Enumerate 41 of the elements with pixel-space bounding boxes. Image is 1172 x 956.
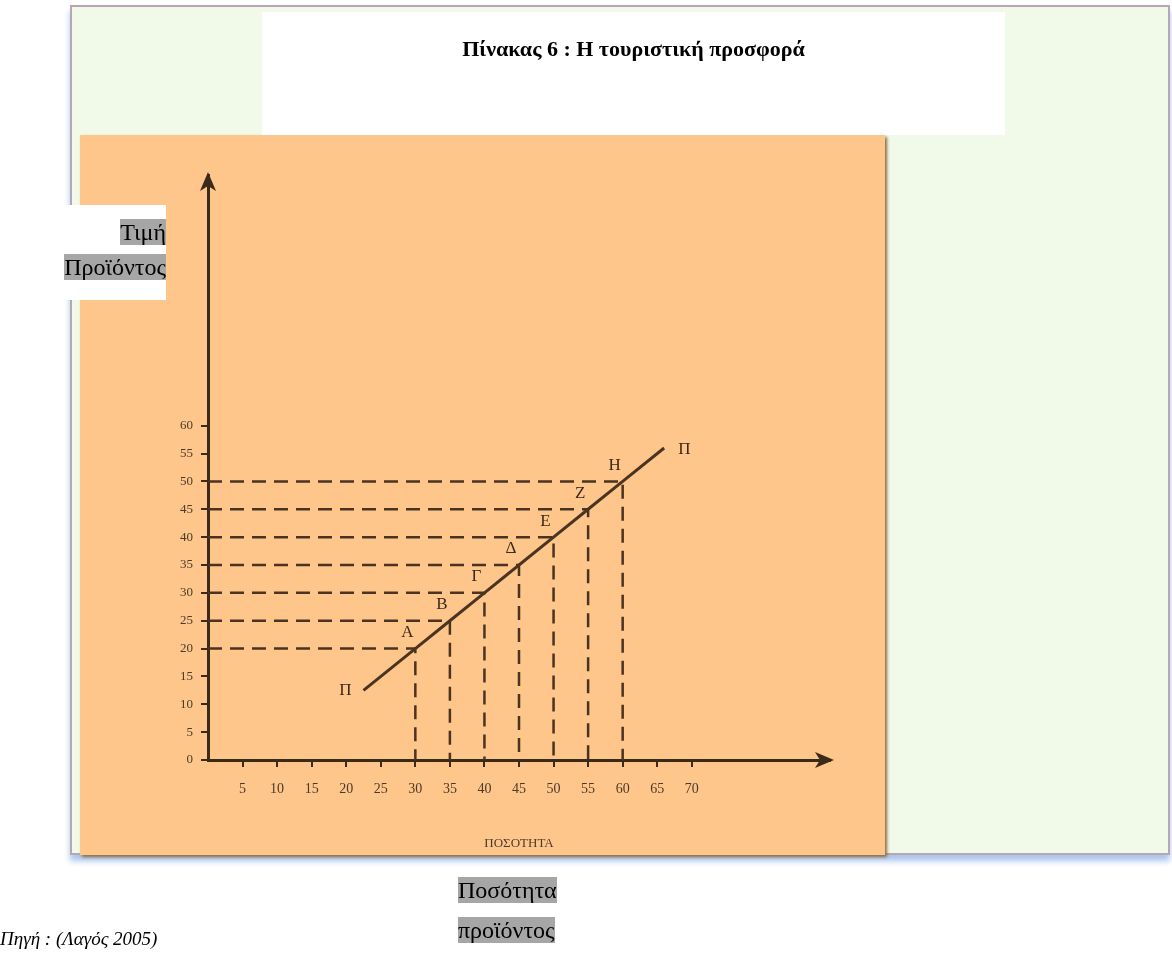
y-tick-label: 55 xyxy=(180,444,193,460)
x-tick-label: 15 xyxy=(304,781,319,797)
text: Πηγή : (Λαγός 2005) xyxy=(0,928,158,950)
x-axis-title: ΠΟΣΟΤΗΤΑ xyxy=(484,834,555,850)
chart-title: Πίνακας 6 : Η τουριστική προσφορά xyxy=(262,12,1005,135)
annotation: Γ xyxy=(471,566,482,586)
x-tick-label: 10 xyxy=(270,781,285,797)
y-tick-label: 5 xyxy=(186,723,193,739)
annotation: Β xyxy=(436,594,448,614)
y-tick-label: 60 xyxy=(180,417,193,433)
y-tick-label: 45 xyxy=(180,500,193,516)
x-tick-label: 40 xyxy=(477,781,492,797)
x-tick-label: 45 xyxy=(512,781,526,797)
x-tick-label: 50 xyxy=(546,781,561,797)
y-tick-label: 40 xyxy=(180,528,193,544)
x-tick-label: 25 xyxy=(373,781,388,797)
y-tick-label: 30 xyxy=(180,584,193,600)
x-tick-label: 35 xyxy=(442,781,457,797)
y-tick-label: 25 xyxy=(180,612,193,628)
y-tick-label: 0 xyxy=(186,751,193,767)
annotation: Ζ xyxy=(574,482,586,502)
x-tick-label: 55 xyxy=(581,781,596,797)
x-tick-label: 65 xyxy=(650,781,665,797)
y-tick-label: 10 xyxy=(180,695,193,711)
y-axis-title: Τιμή Προϊόντος xyxy=(64,219,166,280)
annotation: Δ xyxy=(505,538,517,558)
y-tick-label: 35 xyxy=(180,556,193,572)
annotation: Α xyxy=(401,622,415,642)
annotation: Ε xyxy=(540,510,551,530)
annotation: Π xyxy=(678,439,691,459)
annotation: Η xyxy=(608,454,621,474)
x-tick-label: 70 xyxy=(684,781,699,797)
y-tick-label: 50 xyxy=(180,472,193,488)
x-tick-label: 20 xyxy=(339,781,354,797)
x-tick-label: 30 xyxy=(408,781,423,797)
y-tick-label: 15 xyxy=(180,667,193,683)
x-tick-label: 5 xyxy=(239,781,247,797)
y-tick-label: 20 xyxy=(180,639,193,655)
text: Ποσότητα προϊόντος xyxy=(458,877,557,943)
annotation: Π xyxy=(339,679,352,699)
x-tick-label: 60 xyxy=(615,781,630,797)
